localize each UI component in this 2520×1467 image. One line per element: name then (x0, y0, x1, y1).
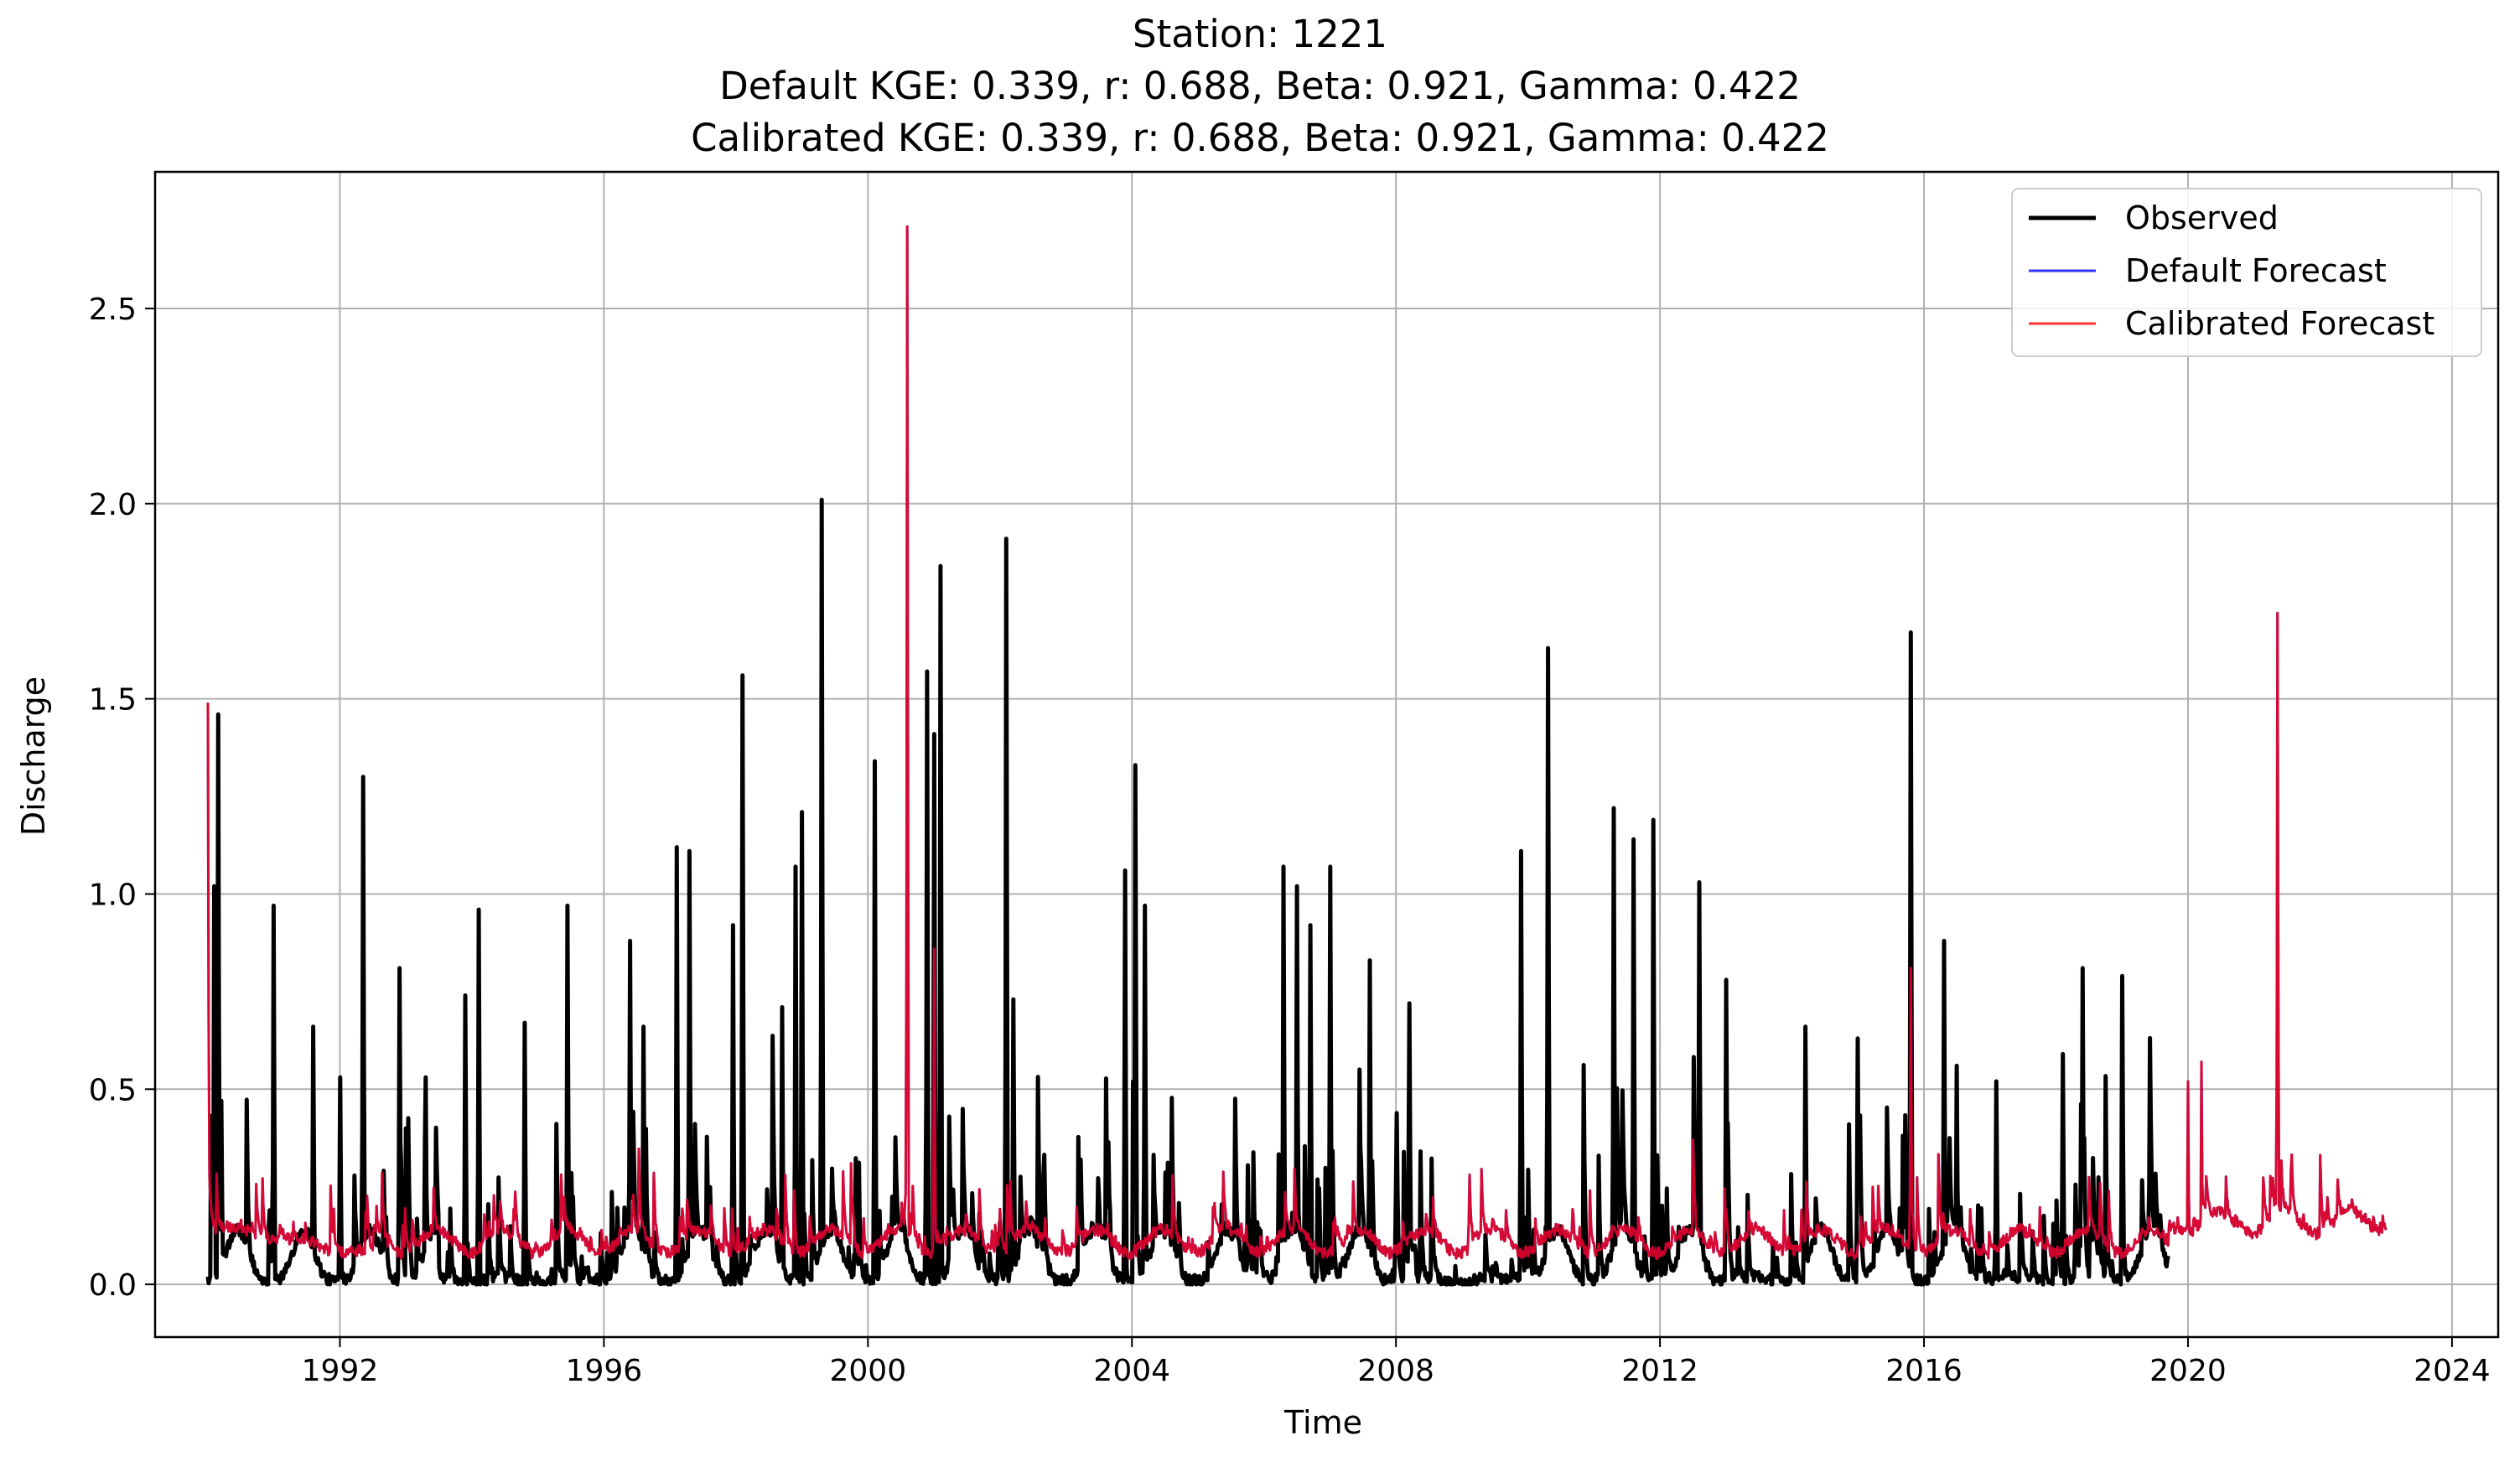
x-tick-label: 1996 (566, 1354, 643, 1388)
y-tick-label: 2.5 (89, 293, 137, 327)
legend-label-calibrated: Calibrated Forecast (2125, 305, 2434, 342)
chart-title-line-1: Station: 1221 (1133, 12, 1387, 56)
legend-label-observed: Observed (2125, 200, 2279, 236)
series-calibrated-forecast (206, 225, 2388, 1261)
y-ticks: 0.0 0.5 1.0 1.5 2.0 2.5 (89, 293, 155, 1303)
x-tick-label: 2008 (1357, 1354, 1434, 1388)
y-tick-label: 1.0 (89, 878, 137, 912)
x-tick-label: 2004 (1093, 1354, 1170, 1388)
y-tick-label: 0.0 (89, 1268, 137, 1303)
x-tick-label: 1992 (302, 1354, 379, 1388)
chart-title-line-2: Default KGE: 0.339, r: 0.688, Beta: 0.92… (719, 64, 1801, 108)
chart-title-line-3: Calibrated KGE: 0.339, r: 0.688, Beta: 0… (691, 116, 1829, 160)
y-axis-label: Discharge (15, 676, 53, 837)
legend-label-default: Default Forecast (2125, 252, 2387, 289)
x-axis-label: Time (1284, 1404, 1362, 1441)
y-tick-label: 0.5 (89, 1073, 137, 1107)
y-tick-label: 1.5 (89, 683, 137, 718)
legend-box (2011, 188, 2482, 357)
x-tick-label: 2024 (2414, 1354, 2491, 1388)
x-ticks: 1992 1996 2000 2004 2008 2012 2016 2020 2024 (302, 1337, 2491, 1388)
series-observed (205, 497, 2170, 1287)
x-tick-label: 2000 (829, 1354, 906, 1388)
plot-lines (205, 225, 2388, 1287)
x-tick-label: 2012 (1621, 1354, 1698, 1388)
x-tick-label: 2016 (1885, 1354, 1963, 1388)
plot-frame (153, 170, 2500, 1339)
y-tick-label: 2.0 (89, 488, 137, 522)
legend: Observed Default Forecast Calibrated For… (2011, 188, 2482, 357)
x-tick-label: 2020 (2149, 1354, 2227, 1388)
